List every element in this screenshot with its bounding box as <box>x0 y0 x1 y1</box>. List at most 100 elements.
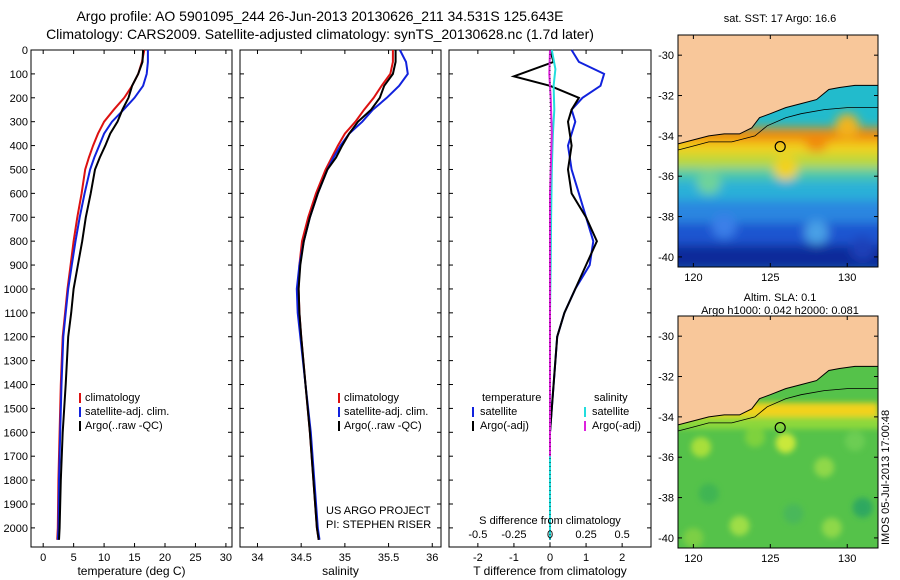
y-tick-label: 1800 <box>4 475 28 487</box>
map-x-tick-label: 125 <box>761 272 779 284</box>
y-tick-label: 200 <box>10 93 28 105</box>
sla-patch <box>775 433 796 454</box>
y-tick-label: 500 <box>10 164 28 176</box>
x-tick-label: 36 <box>426 552 438 564</box>
sst-band <box>678 200 878 225</box>
top-tick-label: -0.5 <box>468 529 487 541</box>
sla-patch <box>698 483 719 504</box>
y-tick-label: 1900 <box>4 499 28 511</box>
sla-patch <box>783 503 804 524</box>
depth-contour <box>678 388 878 432</box>
sst-bands <box>678 113 878 267</box>
land-mask <box>678 316 878 426</box>
sst-band <box>678 141 878 157</box>
difference-x-axis-label: T difference from climatology <box>473 564 627 578</box>
sst-patch <box>712 214 737 239</box>
x-tick-label: 15 <box>128 552 140 564</box>
map-x-tick-label: 130 <box>838 272 856 284</box>
x-tick-label: 2 <box>619 552 625 564</box>
y-tick-label: 1700 <box>4 451 28 463</box>
y-tick-label: 1500 <box>4 403 28 415</box>
map-x-tick-label: 120 <box>684 272 702 284</box>
legend-label: satellite <box>592 406 629 418</box>
sst-map-field <box>678 35 878 267</box>
map-y-tick-label: -32 <box>658 91 674 103</box>
legend-heading: salinity <box>594 392 628 404</box>
x-tick-label: 0 <box>547 552 553 564</box>
sst-patch <box>696 170 721 195</box>
y-tick-label: 1200 <box>4 332 28 344</box>
series-line <box>295 49 409 540</box>
series-line <box>549 49 606 540</box>
map-x-tick-label: 125 <box>761 553 779 565</box>
y-tick-label: 2000 <box>4 523 28 535</box>
sst-map-frame <box>677 34 879 268</box>
panel-temperature: 0100200300400500600700800900100011001200… <box>4 45 233 578</box>
legend-label: satellite <box>480 406 517 418</box>
y-tick-label: 0 <box>22 45 28 57</box>
series-line <box>548 49 553 457</box>
series-line <box>56 49 146 540</box>
legend-label: climatology <box>344 392 400 404</box>
sla-patch <box>821 517 842 538</box>
salinity-x-axis-label: salinity <box>322 564 359 578</box>
salinity-frame <box>239 49 442 548</box>
panel-salinity: 34 34.5 35 35.5 36 salinity climatology satelli… <box>239 49 442 578</box>
sst-map-title: sat. SST: 17 Argo: 16.6 <box>723 13 837 25</box>
land-mask <box>678 35 878 145</box>
y-tick-label: 600 <box>10 188 28 200</box>
sla-patch <box>729 515 750 536</box>
x-tick-label: 25 <box>189 552 201 564</box>
x-tick-label: 30 <box>220 552 232 564</box>
sla-map-field <box>678 316 878 548</box>
y-tick-label: 1100 <box>4 308 28 320</box>
legend-label: satellite-adj. clim. <box>344 406 428 418</box>
x-tick-label: 35.5 <box>378 552 399 564</box>
x-tick-label: 0 <box>40 552 46 564</box>
salinity-annotation: US ARGO PROJECT <box>326 505 431 517</box>
top-tick-label: 0.25 <box>575 529 596 541</box>
x-tick-label: 5 <box>71 552 77 564</box>
map-x-tick-label: 120 <box>684 553 702 565</box>
y-tick-label: 1400 <box>4 380 28 392</box>
difference-top-axis-label: S difference from climatology <box>479 515 621 527</box>
y-tick-label: 700 <box>10 212 28 224</box>
argo-float-marker <box>774 421 786 434</box>
y-tick-label: 1000 <box>4 284 28 296</box>
sla-map-frame <box>677 315 879 549</box>
temperature-frame <box>30 49 233 548</box>
legend-heading: temperature <box>482 392 541 404</box>
sla-patches <box>678 402 878 548</box>
map-y-tick-label: -34 <box>658 131 674 143</box>
map-y-tick-label: -34 <box>658 412 674 424</box>
x-tick-label: 35 <box>339 552 351 564</box>
top-tick-label: -0.25 <box>501 529 526 541</box>
sla-map-title: Altim. SLA: 0.1 <box>743 292 817 304</box>
sla-patch <box>744 427 765 448</box>
argo-float-marker <box>774 140 786 153</box>
map-y-tick-label: -38 <box>658 212 674 224</box>
x-tick-label: 10 <box>98 552 110 564</box>
y-tick-label: 900 <box>10 260 28 272</box>
y-tick-label: 1300 <box>4 356 28 368</box>
x-tick-label: -1 <box>509 552 519 564</box>
sst-band <box>678 222 878 247</box>
series-line <box>56 50 149 540</box>
map-y-tick-label: -40 <box>658 252 674 264</box>
sst-patch <box>804 220 829 245</box>
series-line <box>297 50 397 540</box>
map-y-tick-label: -38 <box>658 493 674 505</box>
sst-band <box>678 180 878 203</box>
y-tick-label: 300 <box>10 117 28 129</box>
chart-title-line2: Climatology: CARS2009. Satellite-adjuste… <box>46 26 594 42</box>
salinity-annotation: PI: STEPHEN RISER <box>326 519 431 531</box>
series-line <box>58 49 145 540</box>
panel-sla-map: -30 -32 -34 -36 -38 -40 120 125 130 <box>658 315 879 565</box>
y-tick-label: 800 <box>10 236 28 248</box>
y-tick-label: 100 <box>10 69 28 81</box>
sst-patch <box>835 113 860 138</box>
map-x-tick-label: 130 <box>838 553 856 565</box>
sla-patch <box>852 497 873 518</box>
sst-patch <box>850 236 875 261</box>
